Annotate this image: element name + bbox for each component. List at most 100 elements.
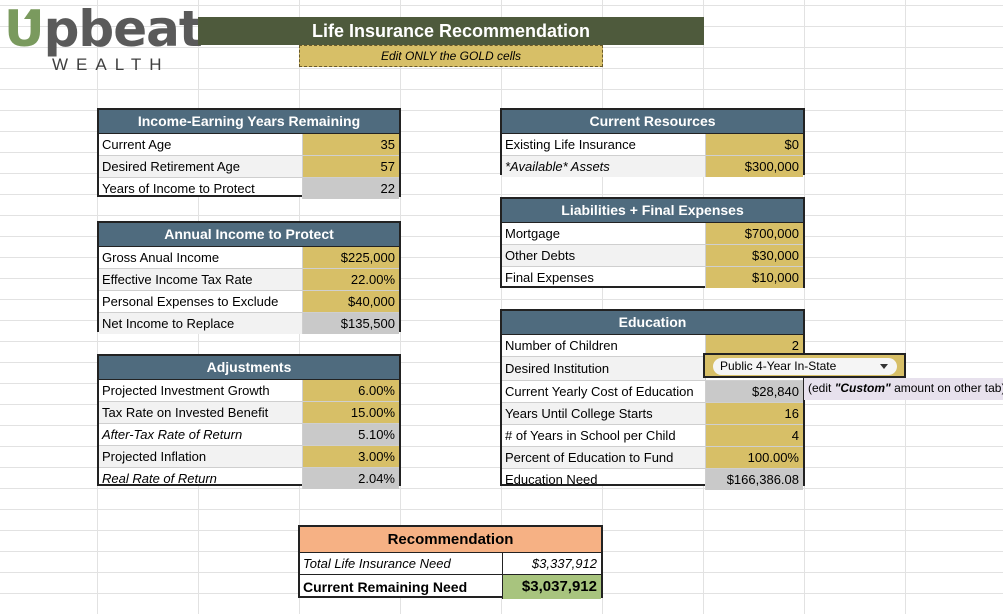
table-row: Desired Retirement Age 57 xyxy=(99,156,399,178)
table-row: Years of Income to Protect 22 xyxy=(99,178,399,199)
upbeat-wealth-logo: Upbeat WEALTH xyxy=(4,4,203,76)
liabilities-table: Liabilities + Final Expenses Mortgage $7… xyxy=(500,197,805,288)
real-return-label: Real Rate of Return xyxy=(99,468,303,489)
recommendation-header: Recommendation xyxy=(300,527,601,553)
annual-income-header: Annual Income to Protect xyxy=(99,223,399,247)
number-of-children-label: Number of Children xyxy=(502,335,706,356)
gross-income-label: Gross Anual Income xyxy=(99,247,303,268)
page-title: Life Insurance Recommendation xyxy=(198,17,704,45)
inflation-label: Projected Inflation xyxy=(99,446,303,467)
after-tax-return-label: After-Tax Rate of Return xyxy=(99,424,303,445)
investment-growth-label: Projected Investment Growth xyxy=(99,380,303,401)
current-age-cell[interactable]: 35 xyxy=(303,134,399,155)
number-of-children-cell[interactable]: 2 xyxy=(706,335,803,356)
retirement-age-cell[interactable]: 57 xyxy=(303,156,399,177)
table-row: Effective Income Tax Rate 22.00% xyxy=(99,269,399,291)
yearly-cost-cell[interactable]: $28,840 xyxy=(706,381,803,402)
table-row: Mortgage $700,000 xyxy=(502,223,803,245)
personal-expenses-cell[interactable]: $40,000 xyxy=(303,291,399,312)
note-suffix: amount on other tab) xyxy=(890,381,1003,395)
investment-growth-cell[interactable]: 6.00% xyxy=(303,380,399,401)
current-age-label: Current Age xyxy=(99,134,303,155)
table-row: Number of Children 2 xyxy=(502,335,803,357)
yearly-cost-label: Current Yearly Cost of Education xyxy=(502,381,706,402)
recommendation-table: Recommendation Total Life Insurance Need… xyxy=(298,525,603,599)
education-need-cell[interactable]: $166,386.08 xyxy=(706,469,803,490)
final-expenses-cell[interactable]: $10,000 xyxy=(706,267,803,288)
edit-custom-note: (edit "Custom" amount on other tab) xyxy=(804,378,1003,400)
logo-subtitle: WEALTH xyxy=(52,55,170,74)
annual-income-table: Annual Income to Protect Gross Anual Inc… xyxy=(97,221,401,334)
table-row: Current Age 35 xyxy=(99,134,399,156)
after-tax-return-cell[interactable]: 5.10% xyxy=(303,424,399,445)
inflation-cell[interactable]: 3.00% xyxy=(303,446,399,467)
tax-rate-label: Effective Income Tax Rate xyxy=(99,269,303,290)
table-row: Real Rate of Return 2.04% xyxy=(99,468,399,489)
table-row: Tax Rate on Invested Benefit 15.00% xyxy=(99,402,399,424)
arrow-up-icon xyxy=(24,9,38,19)
table-row: Projected Inflation 3.00% xyxy=(99,446,399,468)
percent-to-fund-label: Percent of Education to Fund xyxy=(502,447,706,468)
years-until-college-cell[interactable]: 16 xyxy=(706,403,803,424)
years-to-protect-label: Years of Income to Protect xyxy=(99,178,303,199)
existing-insurance-cell[interactable]: $0 xyxy=(706,134,803,155)
years-in-school-label: # of Years in School per Child xyxy=(502,425,706,446)
education-header: Education xyxy=(502,311,803,335)
remaining-need-cell[interactable]: $3,037,912 xyxy=(503,575,601,599)
table-row: Gross Anual Income $225,000 xyxy=(99,247,399,269)
table-row: Other Debts $30,000 xyxy=(502,245,803,267)
other-debts-cell[interactable]: $30,000 xyxy=(706,245,803,266)
table-row: Net Income to Replace $135,500 xyxy=(99,313,399,334)
income-years-header: Income-Earning Years Remaining xyxy=(99,110,399,134)
current-resources-header: Current Resources xyxy=(502,110,803,134)
net-income-cell[interactable]: $135,500 xyxy=(303,313,399,334)
total-need-label: Total Life Insurance Need xyxy=(300,553,503,574)
table-row: Existing Life Insurance $0 xyxy=(502,134,803,156)
real-return-cell[interactable]: 2.04% xyxy=(303,468,399,489)
retirement-age-label: Desired Retirement Age xyxy=(99,156,303,177)
table-row: Current Remaining Need $3,037,912 xyxy=(300,574,601,599)
adjustments-table: Adjustments Projected Investment Growth … xyxy=(97,354,401,489)
table-row: After-Tax Rate of Return 5.10% xyxy=(99,424,399,446)
tax-rate-cell[interactable]: 22.00% xyxy=(303,269,399,290)
final-expenses-label: Final Expenses xyxy=(502,267,706,288)
table-row: Years Until College Starts 16 xyxy=(502,403,803,425)
table-row: Current Yearly Cost of Education $28,840 xyxy=(502,381,803,403)
desired-institution-cell: Public 4-Year In-State xyxy=(703,353,906,378)
table-row: Total Life Insurance Need $3,337,912 xyxy=(300,553,601,574)
years-to-protect-cell[interactable]: 22 xyxy=(303,178,399,199)
liabilities-header: Liabilities + Final Expenses xyxy=(502,199,803,223)
gold-cells-note[interactable]: Edit ONLY the GOLD cells xyxy=(299,45,603,67)
total-need-cell[interactable]: $3,337,912 xyxy=(531,556,597,571)
benefit-tax-rate-label: Tax Rate on Invested Benefit xyxy=(99,402,303,423)
desired-institution-dropdown[interactable]: Public 4-Year In-State xyxy=(713,358,897,375)
mortgage-cell[interactable]: $700,000 xyxy=(706,223,803,244)
dropdown-caret-icon xyxy=(880,364,888,369)
dropdown-selected-value: Public 4-Year In-State xyxy=(720,359,837,373)
years-until-college-label: Years Until College Starts xyxy=(502,403,706,424)
table-row: *Available* Assets $300,000 xyxy=(502,156,803,177)
available-assets-label: *Available* Assets xyxy=(502,156,706,177)
available-assets-cell[interactable]: $300,000 xyxy=(706,156,803,177)
income-years-table: Income-Earning Years Remaining Current A… xyxy=(97,108,401,199)
table-row: Projected Investment Growth 6.00% xyxy=(99,380,399,402)
years-in-school-cell[interactable]: 4 xyxy=(706,425,803,446)
personal-expenses-label: Personal Expenses to Exclude xyxy=(99,291,303,312)
table-row: # of Years in School per Child 4 xyxy=(502,425,803,447)
note-prefix: (edit xyxy=(808,381,835,395)
table-row: Percent of Education to Fund 100.00% xyxy=(502,447,803,469)
education-table: Education Number of Children 2 Desired I… xyxy=(500,309,805,490)
table-row: Personal Expenses to Exclude $40,000 xyxy=(99,291,399,313)
desired-institution-label: Desired Institution xyxy=(502,357,706,380)
current-resources-table: Current Resources Existing Life Insuranc… xyxy=(500,108,805,177)
table-row: Education Need $166,386.08 xyxy=(502,469,803,490)
education-need-label: Education Need xyxy=(502,469,706,490)
benefit-tax-rate-cell[interactable]: 15.00% xyxy=(303,402,399,423)
remaining-need-label: Current Remaining Need xyxy=(300,575,503,599)
gross-income-cell[interactable]: $225,000 xyxy=(303,247,399,268)
percent-to-fund-cell[interactable]: 100.00% xyxy=(706,447,803,468)
logo-word-rest: pbeat xyxy=(43,0,203,58)
existing-insurance-label: Existing Life Insurance xyxy=(502,134,706,155)
mortgage-label: Mortgage xyxy=(502,223,706,244)
other-debts-label: Other Debts xyxy=(502,245,706,266)
